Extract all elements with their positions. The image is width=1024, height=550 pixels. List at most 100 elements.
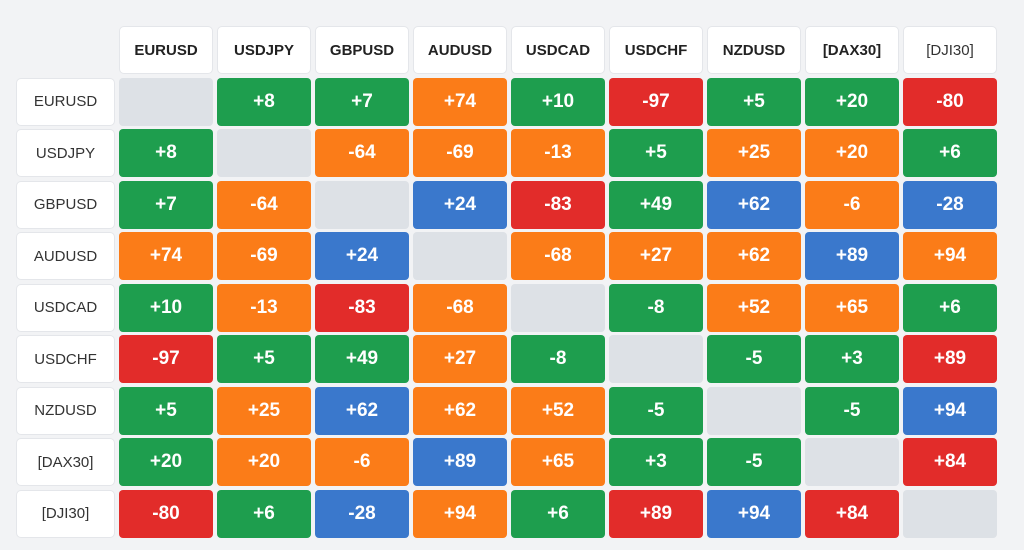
correlation-matrix: EURUSD USDJPY GBPUSD AUDUSD USDCAD USDCHF NZDU… bbox=[16, 26, 997, 538]
correlation-cell-usdchf-usdjpy: +5 bbox=[217, 335, 311, 383]
correlation-cell-audusd-gbpusd: +24 bbox=[315, 232, 409, 280]
diagonal-cell bbox=[119, 77, 213, 126]
correlation-cell-dji30-usdchf: +89 bbox=[609, 489, 703, 538]
correlation-cell-nzdusd-audusd: +62 bbox=[413, 386, 507, 435]
correlation-cell-eurusd-usdjpy: +8 bbox=[217, 77, 311, 126]
correlation-cell-usdjpy-gbpusd: -64 bbox=[315, 129, 409, 177]
correlation-cell-usdchf-dji30: +89 bbox=[903, 335, 997, 383]
correlation-cell-dax30-eurusd: +20 bbox=[119, 438, 213, 486]
correlation-cell-usdchf-usdcad: -8 bbox=[511, 335, 605, 383]
correlation-cell-usdjpy-usdcad: -13 bbox=[511, 129, 605, 177]
correlation-cell-usdjpy-nzdusd: +25 bbox=[707, 129, 801, 177]
correlation-cell-gbpusd-usdchf: +49 bbox=[609, 180, 703, 229]
correlation-cell-usdjpy-eurusd: +8 bbox=[119, 129, 213, 177]
correlation-cell-eurusd-dji30: -80 bbox=[903, 77, 997, 126]
column-header-usdcad: USDCAD bbox=[511, 26, 605, 74]
correlation-cell-usdchf-dax30: +3 bbox=[805, 335, 899, 383]
column-header-eurusd: EURUSD bbox=[119, 26, 213, 74]
row-header-usdchf: USDCHF bbox=[16, 335, 115, 383]
correlation-cell-eurusd-gbpusd: +7 bbox=[315, 77, 409, 126]
correlation-cell-nzdusd-usdchf: -5 bbox=[609, 386, 703, 435]
column-header-nzdusd: NZDUSD bbox=[707, 26, 801, 74]
row-header-audusd: AUDUSD bbox=[16, 232, 115, 280]
correlation-cell-eurusd-audusd: +74 bbox=[413, 77, 507, 126]
correlation-cell-usdjpy-dax30: +20 bbox=[805, 129, 899, 177]
column-header-dax30: [DAX30] bbox=[805, 26, 899, 74]
correlation-cell-dji30-dax30: +84 bbox=[805, 489, 899, 538]
column-header-gbpusd: GBPUSD bbox=[315, 26, 409, 74]
row-header-nzdusd: NZDUSD bbox=[16, 386, 115, 435]
correlation-cell-usdchf-gbpusd: +49 bbox=[315, 335, 409, 383]
correlation-cell-usdchf-nzdusd: -5 bbox=[707, 335, 801, 383]
correlation-cell-audusd-nzdusd: +62 bbox=[707, 232, 801, 280]
correlation-cell-gbpusd-nzdusd: +62 bbox=[707, 180, 801, 229]
correlation-cell-nzdusd-gbpusd: +62 bbox=[315, 386, 409, 435]
correlation-cell-dji30-usdcad: +6 bbox=[511, 489, 605, 538]
correlation-cell-dax30-usdchf: +3 bbox=[609, 438, 703, 486]
column-header-usdjpy: USDJPY bbox=[217, 26, 311, 74]
diagonal-cell bbox=[217, 129, 311, 177]
diagonal-cell bbox=[609, 335, 703, 383]
correlation-cell-gbpusd-dax30: -6 bbox=[805, 180, 899, 229]
diagonal-cell bbox=[511, 283, 605, 332]
correlation-cell-gbpusd-usdjpy: -64 bbox=[217, 180, 311, 229]
correlation-cell-eurusd-usdcad: +10 bbox=[511, 77, 605, 126]
correlation-cell-usdjpy-usdchf: +5 bbox=[609, 129, 703, 177]
correlation-cell-dax30-dji30: +84 bbox=[903, 438, 997, 486]
correlation-cell-nzdusd-usdjpy: +25 bbox=[217, 386, 311, 435]
correlation-cell-usdjpy-dji30: +6 bbox=[903, 129, 997, 177]
row-header-eurusd: EURUSD bbox=[16, 77, 115, 126]
correlation-cell-dax30-usdjpy: +20 bbox=[217, 438, 311, 486]
correlation-cell-usdcad-audusd: -68 bbox=[413, 283, 507, 332]
correlation-cell-dji30-gbpusd: -28 bbox=[315, 489, 409, 538]
correlation-cell-dax30-usdcad: +65 bbox=[511, 438, 605, 486]
correlation-cell-usdchf-eurusd: -97 bbox=[119, 335, 213, 383]
correlation-cell-usdcad-usdchf: -8 bbox=[609, 283, 703, 332]
correlation-cell-dax30-nzdusd: -5 bbox=[707, 438, 801, 486]
correlation-cell-dax30-gbpusd: -6 bbox=[315, 438, 409, 486]
correlation-cell-usdjpy-audusd: -69 bbox=[413, 129, 507, 177]
correlation-cell-nzdusd-usdcad: +52 bbox=[511, 386, 605, 435]
correlation-cell-usdcad-eurusd: +10 bbox=[119, 283, 213, 332]
correlation-cell-gbpusd-audusd: +24 bbox=[413, 180, 507, 229]
correlation-cell-dji30-nzdusd: +94 bbox=[707, 489, 801, 538]
correlation-cell-dji30-usdjpy: +6 bbox=[217, 489, 311, 538]
column-header-usdchf: USDCHF bbox=[609, 26, 703, 74]
correlation-cell-usdchf-audusd: +27 bbox=[413, 335, 507, 383]
correlation-cell-gbpusd-eurusd: +7 bbox=[119, 180, 213, 229]
row-header-gbpusd: GBPUSD bbox=[16, 180, 115, 229]
correlation-cell-audusd-dax30: +89 bbox=[805, 232, 899, 280]
correlation-cell-audusd-usdchf: +27 bbox=[609, 232, 703, 280]
correlation-cell-audusd-eurusd: +74 bbox=[119, 232, 213, 280]
row-header-dji30: [DJI30] bbox=[16, 489, 115, 538]
correlation-cell-dax30-audusd: +89 bbox=[413, 438, 507, 486]
correlation-cell-eurusd-usdchf: -97 bbox=[609, 77, 703, 126]
diagonal-cell bbox=[903, 489, 997, 538]
matrix-corner bbox=[16, 26, 115, 74]
diagonal-cell bbox=[805, 438, 899, 486]
correlation-cell-usdcad-nzdusd: +52 bbox=[707, 283, 801, 332]
row-header-dax30: [DAX30] bbox=[16, 438, 115, 486]
correlation-cell-dji30-eurusd: -80 bbox=[119, 489, 213, 538]
correlation-cell-eurusd-dax30: +20 bbox=[805, 77, 899, 126]
correlation-cell-usdcad-dji30: +6 bbox=[903, 283, 997, 332]
correlation-cell-audusd-usdcad: -68 bbox=[511, 232, 605, 280]
row-header-usdjpy: USDJPY bbox=[16, 129, 115, 177]
correlation-cell-audusd-dji30: +94 bbox=[903, 232, 997, 280]
correlation-cell-usdcad-usdjpy: -13 bbox=[217, 283, 311, 332]
correlation-cell-nzdusd-dji30: +94 bbox=[903, 386, 997, 435]
correlation-cell-gbpusd-dji30: -28 bbox=[903, 180, 997, 229]
column-header-audusd: AUDUSD bbox=[413, 26, 507, 74]
diagonal-cell bbox=[707, 386, 801, 435]
row-header-usdcad: USDCAD bbox=[16, 283, 115, 332]
correlation-cell-nzdusd-dax30: -5 bbox=[805, 386, 899, 435]
diagonal-cell bbox=[315, 180, 409, 229]
correlation-cell-dji30-audusd: +94 bbox=[413, 489, 507, 538]
correlation-cell-usdcad-gbpusd: -83 bbox=[315, 283, 409, 332]
correlation-cell-usdcad-dax30: +65 bbox=[805, 283, 899, 332]
correlation-cell-gbpusd-usdcad: -83 bbox=[511, 180, 605, 229]
column-header-dji30: [DJI30] bbox=[903, 26, 997, 74]
correlation-cell-audusd-usdjpy: -69 bbox=[217, 232, 311, 280]
correlation-cell-eurusd-nzdusd: +5 bbox=[707, 77, 801, 126]
correlation-cell-nzdusd-eurusd: +5 bbox=[119, 386, 213, 435]
